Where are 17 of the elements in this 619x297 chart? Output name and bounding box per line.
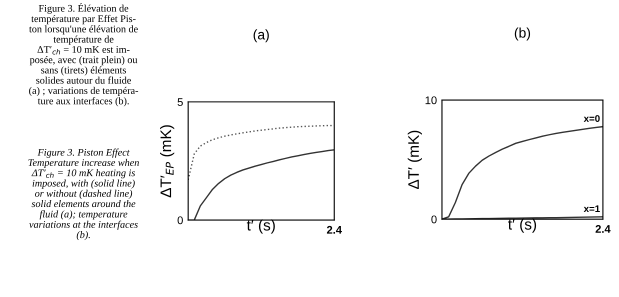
series-label: x=1 bbox=[584, 205, 600, 212]
y-tick-label: 0 bbox=[178, 216, 183, 224]
y-axis-title: ΔT′ (mK) bbox=[408, 130, 422, 190]
text: Figure 3. Piston Effect Temperature increase when ΔT′$_{ch}$ = 10 mK heating is imposed, with (solid line) or without (dashed line) solid elements around the fluid (a); temperature variations at the interfaces (b). bbox=[28, 148, 139, 240]
chart-title: (b) bbox=[514, 28, 530, 40]
text: 2.4 bbox=[326, 226, 342, 234]
chart-title: (a) bbox=[254, 29, 269, 42]
y-axis-title: ΔT′$_{EP}$ (mK) bbox=[160, 125, 174, 198]
line-series bbox=[188, 124, 334, 181]
series-label: x=0 bbox=[584, 115, 600, 122]
text: Figure 3. Élévation de température par Effet Pis- ton lorsqu'une élévation de température de ΔT′$_{ch}$ = 10 mK est im- posée, avec (trait plein) ou sans (tirets) éléments solides autour du fluide (a) ; variations de tempéra- ture aux interfaces (b). bbox=[29, 2, 138, 106]
x-axis-title: t′ (s) bbox=[246, 219, 275, 234]
x-axis-title: t′ (s) bbox=[508, 218, 536, 233]
y-tick-label: 10 bbox=[426, 96, 437, 104]
y-tick-label: 0 bbox=[431, 215, 437, 224]
text: 2.4 bbox=[596, 225, 611, 233]
y-tick-label: 5 bbox=[178, 98, 183, 106]
